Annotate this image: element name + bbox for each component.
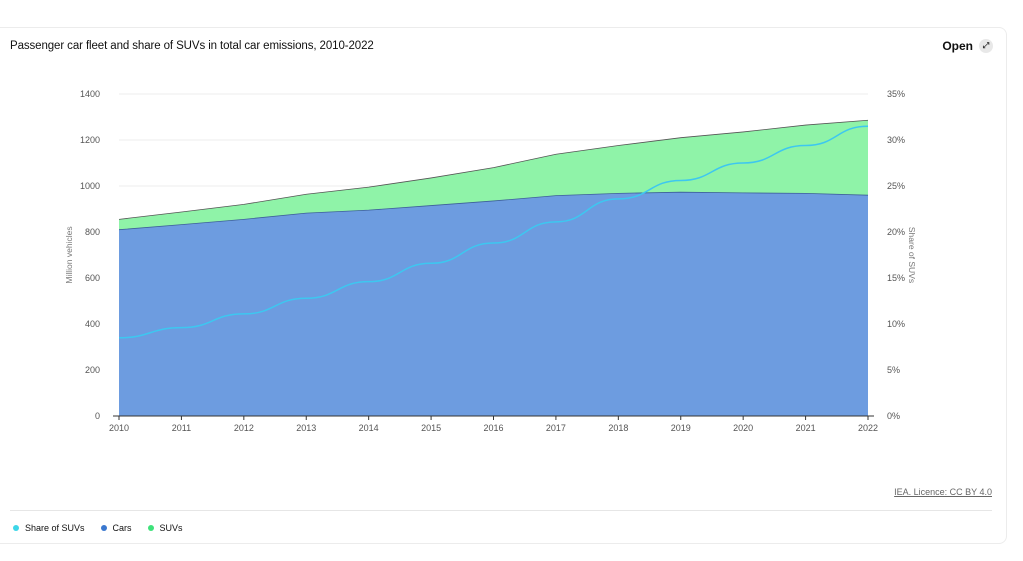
chart-svg: 2010 2011 2012 2013 2014 2015 2016 2017 2018 2019… — [64, 89, 917, 433]
legend-dot-cars — [100, 525, 107, 531]
share-of-suvs-line — [118, 125, 869, 339]
x-tick-label: 2012 — [234, 423, 254, 433]
legend: Share of SUVs Cars SUVs — [13, 523, 183, 533]
x-tick-label: 2015 — [421, 423, 441, 433]
x-tick-label: 2010 — [109, 423, 129, 433]
y-tick-label: 200 — [85, 365, 100, 375]
licence-link[interactable]: IEA. Licence: CC BY 4.0 — [894, 487, 992, 497]
cars-area — [119, 192, 868, 416]
open-label: Open — [942, 39, 973, 53]
chart-card: Passenger car fleet and share of SUVs in… — [0, 27, 1007, 544]
cars-area-top-line — [118, 191, 869, 231]
x-tick-label: 2020 — [733, 423, 753, 433]
x-tick-label: 2019 — [671, 423, 691, 433]
y-tick-label: 600 — [85, 273, 100, 283]
suvs-area — [119, 120, 868, 230]
chart-title: Passenger car fleet and share of SUVs in… — [10, 40, 374, 52]
y-tick-label: 1400 — [80, 89, 100, 99]
x-tick-label: 2016 — [483, 423, 503, 433]
x-tick-label: 2022 — [858, 423, 878, 433]
x-tick-label: 2018 — [608, 423, 628, 433]
y2-tick-label: 30% — [887, 135, 905, 145]
legend-label-cars: Cars — [112, 523, 132, 533]
legend-item-suvs[interactable]: SUVs — [147, 523, 183, 533]
y2-tick-label: 10% — [887, 319, 905, 329]
legend-dot-suvs — [147, 525, 154, 531]
y-tick-label: 1200 — [80, 135, 100, 145]
x-tick-label: 2011 — [172, 423, 191, 433]
x-tick-label: 2013 — [296, 423, 316, 433]
legend-divider — [10, 510, 992, 511]
legend-item-share-of-suvs[interactable]: Share of SUVs — [13, 523, 85, 533]
y2-tick-label: 15% — [887, 273, 905, 283]
y-tick-label: 1000 — [80, 181, 100, 191]
legend-dot-share-of-suvs — [13, 525, 19, 531]
y-tick-label: 800 — [85, 227, 100, 237]
y2-axis-title: Share of SUVs — [907, 227, 917, 283]
y2-tick-label: 20% — [887, 227, 905, 237]
y2-tick-label: 0% — [887, 411, 900, 421]
legend-label-share-of-suvs: Share of SUVs — [25, 523, 85, 533]
x-tick-label: 2017 — [546, 423, 566, 433]
y-axis-title: Million vehicles — [64, 226, 74, 283]
x-tick-label: 2014 — [359, 423, 379, 433]
y2-tick-label: 35% — [887, 89, 905, 99]
suvs-area-top-line — [118, 119, 869, 220]
y2-tick-label: 25% — [887, 181, 905, 191]
open-button[interactable]: Open ⤢ — [942, 39, 993, 53]
y2-tick-label: 5% — [887, 365, 900, 375]
expand-icon: ⤢ — [979, 39, 993, 53]
legend-item-cars[interactable]: Cars — [100, 523, 132, 533]
y-tick-label: 0 — [95, 411, 100, 421]
legend-label-suvs: SUVs — [159, 523, 183, 533]
x-tick-label: 2021 — [796, 423, 816, 433]
y-tick-label: 400 — [85, 319, 100, 329]
